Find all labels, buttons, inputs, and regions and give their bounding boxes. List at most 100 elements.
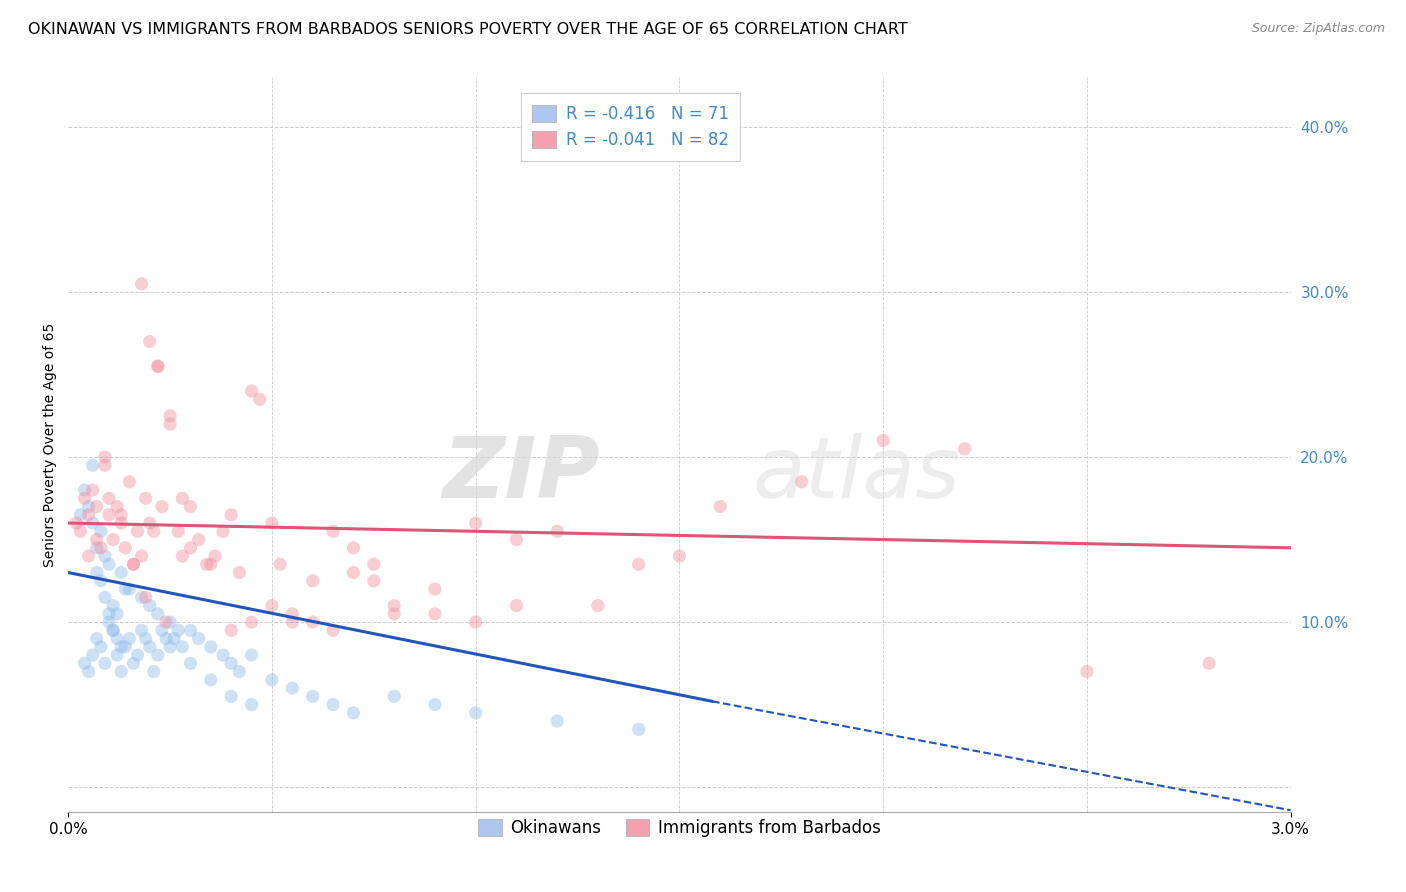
Point xyxy=(118,632,141,646)
Point xyxy=(342,706,364,720)
Point xyxy=(464,615,486,629)
Point xyxy=(668,549,690,563)
Point xyxy=(627,723,650,737)
Point xyxy=(172,549,194,563)
Point xyxy=(172,491,194,506)
Point xyxy=(167,524,190,539)
Point xyxy=(86,541,108,555)
Point xyxy=(240,698,263,712)
Point xyxy=(131,549,153,563)
Point xyxy=(138,599,160,613)
Point xyxy=(131,277,153,291)
Point xyxy=(94,549,117,563)
Point xyxy=(269,558,291,572)
Point xyxy=(146,359,169,374)
Point xyxy=(219,657,242,671)
Point xyxy=(322,524,344,539)
Point xyxy=(382,690,405,704)
Point xyxy=(260,516,283,530)
Point xyxy=(142,524,165,539)
Point xyxy=(146,607,169,621)
Point xyxy=(77,549,100,563)
Point xyxy=(98,508,121,522)
Point xyxy=(94,591,117,605)
Point xyxy=(135,491,157,506)
Point xyxy=(138,640,160,654)
Point xyxy=(586,599,609,613)
Text: Source: ZipAtlas.com: Source: ZipAtlas.com xyxy=(1251,22,1385,36)
Point xyxy=(135,632,157,646)
Point xyxy=(953,442,976,456)
Point xyxy=(179,541,201,555)
Point xyxy=(172,640,194,654)
Point xyxy=(546,524,568,539)
Point xyxy=(86,566,108,580)
Point xyxy=(249,392,271,407)
Point xyxy=(195,558,218,572)
Point xyxy=(110,566,132,580)
Point xyxy=(167,624,190,638)
Point xyxy=(90,541,112,555)
Point xyxy=(200,640,222,654)
Point xyxy=(122,558,145,572)
Point xyxy=(86,500,108,514)
Point xyxy=(82,458,104,473)
Point xyxy=(382,599,405,613)
Point xyxy=(212,524,235,539)
Point xyxy=(114,541,136,555)
Point xyxy=(98,615,121,629)
Y-axis label: Seniors Poverty Over the Age of 65: Seniors Poverty Over the Age of 65 xyxy=(44,323,58,566)
Point xyxy=(159,409,181,423)
Point xyxy=(94,458,117,473)
Point xyxy=(159,417,181,431)
Point xyxy=(150,500,173,514)
Point xyxy=(114,582,136,596)
Point xyxy=(505,599,527,613)
Point xyxy=(82,516,104,530)
Point xyxy=(240,648,263,662)
Point xyxy=(546,714,568,728)
Point xyxy=(110,508,132,522)
Point xyxy=(65,516,87,530)
Point xyxy=(187,533,209,547)
Point xyxy=(73,657,96,671)
Point xyxy=(301,615,323,629)
Point xyxy=(281,615,304,629)
Point xyxy=(94,657,117,671)
Point xyxy=(281,681,304,695)
Point xyxy=(240,384,263,398)
Point xyxy=(131,591,153,605)
Point xyxy=(363,558,385,572)
Point xyxy=(423,582,446,596)
Point xyxy=(69,508,91,522)
Point xyxy=(122,558,145,572)
Point xyxy=(219,690,242,704)
Point xyxy=(82,483,104,497)
Point xyxy=(86,533,108,547)
Point xyxy=(505,533,527,547)
Point xyxy=(200,673,222,687)
Point xyxy=(260,673,283,687)
Point xyxy=(101,624,124,638)
Point xyxy=(627,558,650,572)
Point xyxy=(94,450,117,464)
Point xyxy=(138,516,160,530)
Point xyxy=(73,483,96,497)
Point xyxy=(135,591,157,605)
Point xyxy=(228,665,250,679)
Point xyxy=(77,500,100,514)
Point xyxy=(790,475,813,489)
Point xyxy=(77,508,100,522)
Point xyxy=(150,624,173,638)
Point xyxy=(155,632,177,646)
Point xyxy=(82,648,104,662)
Point xyxy=(464,516,486,530)
Point xyxy=(90,524,112,539)
Point xyxy=(219,508,242,522)
Point xyxy=(127,524,149,539)
Point xyxy=(200,558,222,572)
Point xyxy=(240,615,263,629)
Point xyxy=(301,690,323,704)
Point xyxy=(146,359,169,374)
Point xyxy=(105,632,128,646)
